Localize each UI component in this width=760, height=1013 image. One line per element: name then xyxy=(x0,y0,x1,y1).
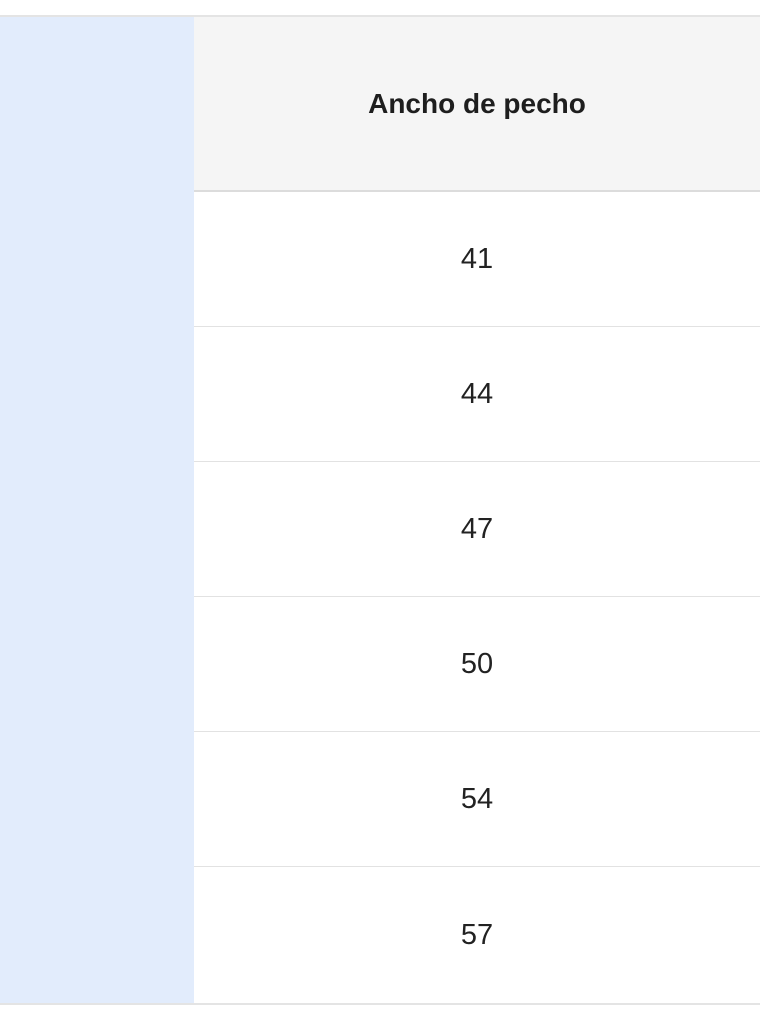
table-cell: 54 xyxy=(194,732,760,867)
chest-width-column: Ancho de pecho 41 44 47 50 54 57 xyxy=(194,17,760,1003)
column-header: Ancho de pecho xyxy=(194,17,760,192)
table-cell: 41 xyxy=(194,192,760,327)
row-label-column xyxy=(0,17,194,1003)
table-cell: 57 xyxy=(460,918,494,951)
table-cell: 47 xyxy=(194,462,760,597)
size-table: Ancho de pecho 41 44 47 50 54 57 xyxy=(0,15,760,1005)
table-cell: 44 xyxy=(194,327,760,462)
table-cell: 50 xyxy=(194,597,760,732)
